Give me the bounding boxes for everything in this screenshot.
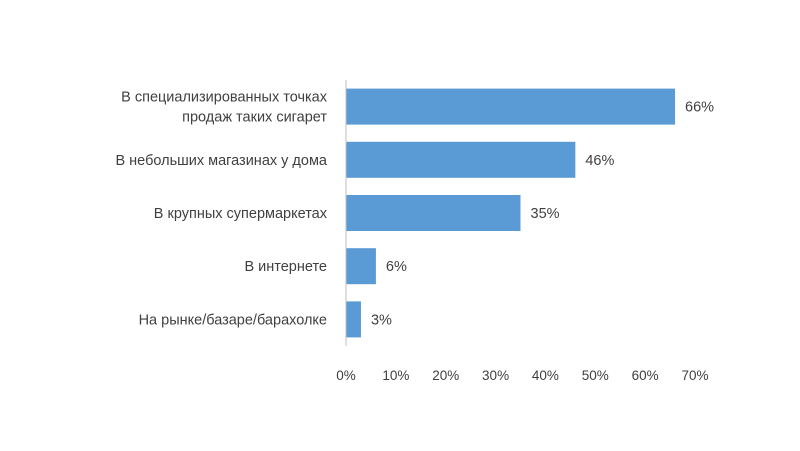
data-label-2: 35% bbox=[531, 206, 560, 222]
category-label-3: В интернете bbox=[244, 259, 327, 275]
category-label-0: В специализированных точках продаж таких … bbox=[121, 90, 328, 126]
x-tick-label-6: 60% bbox=[632, 368, 659, 383]
category-label-line: В специализированных точках bbox=[121, 90, 328, 106]
category-label-2: В крупных супермаркетах bbox=[154, 206, 328, 222]
bar-1 bbox=[346, 141, 576, 178]
x-tick-label-7: 70% bbox=[681, 368, 708, 383]
category-label-line: В крупных супермаркетах bbox=[154, 206, 328, 222]
category-label-line: В небольших магазинах у дома bbox=[115, 153, 327, 169]
category-label-line: продаж таких сигарет bbox=[182, 110, 327, 126]
bar-0 bbox=[346, 88, 676, 125]
category-label-1: В небольших магазинах у дома bbox=[115, 153, 327, 169]
data-label-1: 46% bbox=[585, 153, 614, 169]
bars-group bbox=[346, 88, 676, 338]
data-label-4: 3% bbox=[371, 312, 392, 328]
value-labels: 66% 46% 35% 6% 3% bbox=[371, 100, 714, 329]
data-label-3: 6% bbox=[386, 259, 407, 275]
x-tick-label-3: 30% bbox=[482, 368, 509, 383]
category-label-line: В интернете bbox=[244, 259, 327, 275]
data-label-0: 66% bbox=[685, 100, 714, 116]
x-tick-label-0: 0% bbox=[336, 368, 356, 383]
category-label-4: На рынке/базаре/барахолке bbox=[139, 312, 327, 328]
bar-4 bbox=[346, 301, 361, 338]
x-tick-label-4: 40% bbox=[532, 368, 559, 383]
category-label-line: На рынке/базаре/барахолке bbox=[139, 312, 327, 328]
x-tick-label-1: 10% bbox=[382, 368, 409, 383]
category-labels: В специализированных точках продаж таких … bbox=[115, 90, 327, 329]
bar-3 bbox=[346, 248, 376, 285]
x-tick-label-2: 20% bbox=[432, 368, 459, 383]
x-axis-tick-labels: 0% 10% 20% 30% 40% 50% 60% 70% bbox=[336, 368, 708, 383]
bar-2 bbox=[346, 195, 521, 231]
x-tick-label-5: 50% bbox=[582, 368, 609, 383]
